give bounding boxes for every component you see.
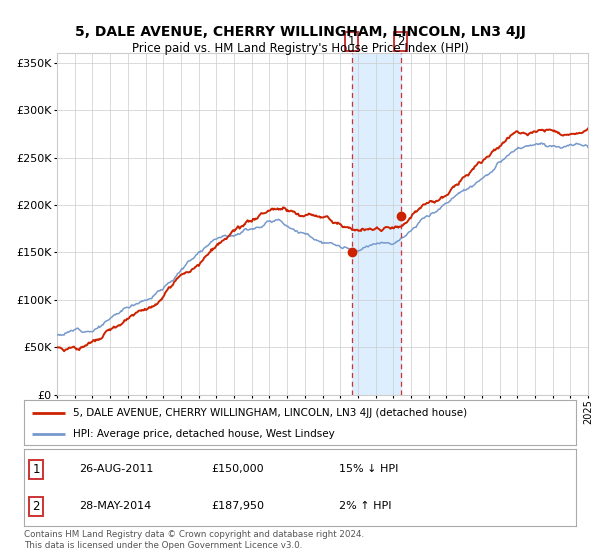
Text: £187,950: £187,950 [212, 501, 265, 511]
Text: 5, DALE AVENUE, CHERRY WILLINGHAM, LINCOLN, LN3 4JJ (detached house): 5, DALE AVENUE, CHERRY WILLINGHAM, LINCO… [73, 408, 467, 418]
Text: 2: 2 [397, 35, 404, 48]
Text: 1: 1 [348, 35, 355, 48]
Text: Contains HM Land Registry data © Crown copyright and database right 2024.
This d: Contains HM Land Registry data © Crown c… [24, 530, 364, 550]
Text: £150,000: £150,000 [212, 464, 265, 474]
Text: HPI: Average price, detached house, West Lindsey: HPI: Average price, detached house, West… [73, 429, 334, 439]
Bar [352, 53, 401, 395]
Text: 1: 1 [32, 463, 40, 475]
Text: 2% ↑ HPI: 2% ↑ HPI [338, 501, 391, 511]
Text: 2: 2 [32, 500, 40, 513]
Text: 5, DALE AVENUE, CHERRY WILLINGHAM, LINCOLN, LN3 4JJ: 5, DALE AVENUE, CHERRY WILLINGHAM, LINCO… [74, 25, 526, 39]
Text: 26-AUG-2011: 26-AUG-2011 [79, 464, 154, 474]
Text: Price paid vs. HM Land Registry's House Price Index (HPI): Price paid vs. HM Land Registry's House … [131, 42, 469, 55]
Text: 28-MAY-2014: 28-MAY-2014 [79, 501, 151, 511]
Text: 15% ↓ HPI: 15% ↓ HPI [338, 464, 398, 474]
